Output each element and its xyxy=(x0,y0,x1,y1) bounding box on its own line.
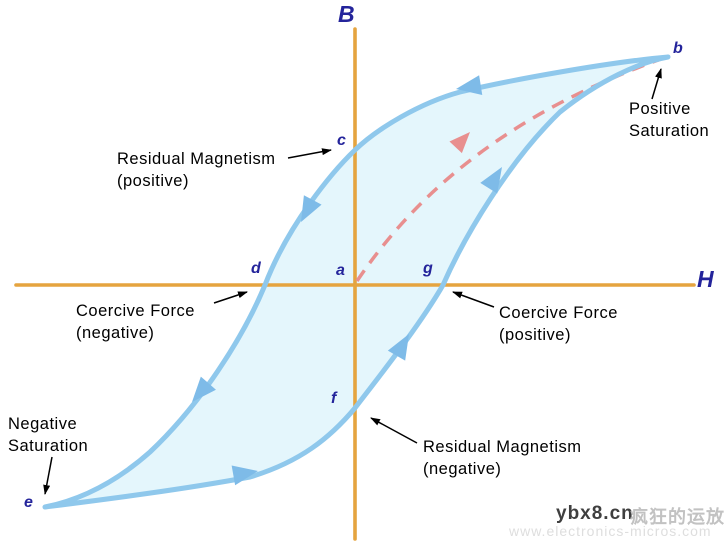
flow-arrow-icon xyxy=(301,195,322,222)
b-axis-label: B xyxy=(338,1,355,27)
annotation-positive-saturation: Positive Saturation xyxy=(629,98,709,142)
point-label-a: a xyxy=(336,262,345,279)
initial-magnetization-arrow-icon xyxy=(449,132,470,154)
point-label-c: c xyxy=(337,132,346,149)
point-label-b: b xyxy=(673,40,683,57)
point-label-e: e xyxy=(24,494,33,511)
leader-residual-negative xyxy=(370,417,418,444)
leader-negative-saturation xyxy=(43,456,53,495)
hysteresis-loop-curve xyxy=(42,54,671,510)
watermark-brand: 疯狂的运放 xyxy=(630,507,725,527)
watermark-url: www.electronics-micros.com xyxy=(509,523,712,539)
annotation-line: (positive) xyxy=(117,172,189,190)
annotation-line: Negative xyxy=(8,415,78,433)
annotation-line: Residual Magnetism xyxy=(117,150,276,168)
flow-arrow-icon xyxy=(480,167,502,194)
annotation-line: Saturation xyxy=(629,122,710,140)
leader-coercive-negative xyxy=(213,291,248,304)
h-axis-label: H xyxy=(697,266,714,292)
watermark-site: ybx8.cn xyxy=(556,503,634,524)
flow-arrow-icon xyxy=(192,376,216,402)
point-label-d: d xyxy=(251,260,261,277)
annotation-line: (positive) xyxy=(499,326,571,344)
point-label-f: f xyxy=(331,390,337,407)
annotation-coercive-force-positive: Coercive Force (positive) xyxy=(499,302,618,346)
annotation-line: Positive xyxy=(629,100,691,118)
annotation-residual-magnetism-positive: Residual Magnetism (positive) xyxy=(117,148,275,192)
leader-positive-saturation xyxy=(651,68,662,100)
flow-arrow-icon xyxy=(387,334,409,361)
annotation-residual-magnetism-negative: Residual Magnetism (negative) xyxy=(423,436,581,480)
annotation-line: Coercive Force xyxy=(499,304,618,322)
annotation-line: Saturation xyxy=(8,437,89,455)
annotation-line: Coercive Force xyxy=(76,302,195,320)
annotation-coercive-force-negative: Coercive Force (negative) xyxy=(76,300,195,344)
annotation-line: (negative) xyxy=(76,324,155,342)
point-label-g: g xyxy=(423,260,433,277)
leader-coercive-positive xyxy=(452,291,495,308)
annotation-negative-saturation: Negative Saturation xyxy=(8,413,88,457)
flow-arrow-icon xyxy=(231,465,258,486)
annotation-line: (negative) xyxy=(423,460,502,478)
flow-arrow-icon xyxy=(456,75,483,95)
leader-residual-positive xyxy=(287,148,332,159)
annotation-line: Residual Magnetism xyxy=(423,438,582,456)
